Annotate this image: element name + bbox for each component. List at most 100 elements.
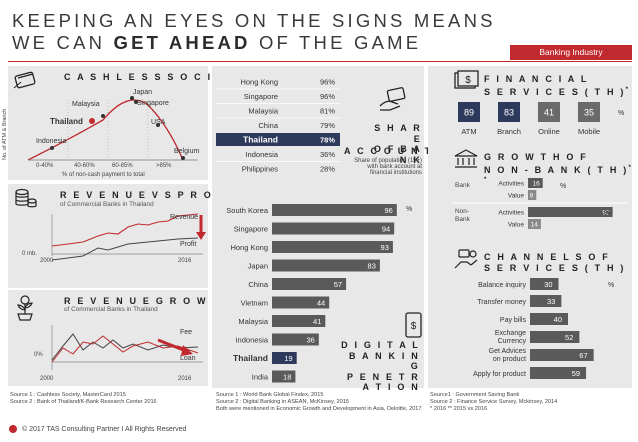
- growth-bank-label: Bank: [455, 182, 470, 189]
- digital-value: 93: [381, 243, 389, 252]
- digital-country: Japan: [248, 262, 268, 271]
- share-value: 78%: [320, 136, 335, 145]
- financial-label: ATM: [461, 127, 476, 136]
- point-malaysia: [101, 114, 105, 118]
- growth-unit-2: %: [604, 210, 611, 217]
- title-line-2: WE CAN GET AHEAD OF THE GAME: [12, 32, 421, 54]
- source-mid-1: Source 1 : World Bank Global Findex, 201…: [216, 392, 324, 398]
- channel-value: 33: [547, 297, 555, 306]
- cashless-panel: [8, 66, 208, 180]
- financial-value: 89: [464, 108, 474, 118]
- channel-bar: [530, 313, 568, 325]
- growth-value: 14: [531, 222, 539, 229]
- digital-country: South Korea: [226, 206, 269, 215]
- label-singapore: Singapore: [137, 100, 169, 107]
- financial-value: 83: [504, 108, 514, 118]
- growth-zero-label: 0%: [34, 352, 43, 358]
- point-belgium: [181, 156, 185, 160]
- channel-label: Pay bills: [500, 317, 527, 324]
- point-thailand: [89, 118, 95, 124]
- tick-3: 60-85%: [112, 163, 133, 169]
- digital-country: China: [248, 280, 268, 289]
- growth-chart: Activities 16 Value 9 Activities 92 Value 14: [452, 178, 628, 229]
- channel-bar: [530, 331, 580, 343]
- tick-2: 40-60%: [74, 163, 95, 169]
- rev-profit-title: R E V E N U E V S P R O F I T: [60, 190, 248, 200]
- channel-value: 40: [554, 315, 562, 324]
- channel-bar: [530, 278, 559, 290]
- loan-label: Loan: [180, 355, 196, 362]
- channel-bar: [530, 367, 587, 379]
- digital-value: 57: [334, 280, 342, 289]
- financial-tile: [578, 102, 600, 122]
- industry-badge: Banking Industry: [510, 45, 632, 60]
- growth-nonbank-label-2: Bank: [455, 216, 470, 223]
- rev-growth-panel: [8, 290, 208, 386]
- financial-value: 35: [584, 108, 594, 118]
- profit-label: Profit: [180, 241, 197, 248]
- digital-value: 94: [382, 225, 390, 234]
- copyright-logo: [9, 425, 17, 433]
- cashless-xlabel: % of non-cash payment to total: [62, 172, 145, 178]
- digital-country: Indonesia: [235, 336, 268, 345]
- copyright: © 2017 TAS Consulting Partner I All Righ…: [22, 426, 187, 433]
- share-country: China: [258, 121, 278, 130]
- digital-value: 44: [317, 299, 325, 308]
- digital-value: 41: [313, 317, 321, 326]
- cashless-ylabel: No. of ATM & Branch: [2, 108, 8, 160]
- growth-bar: [528, 207, 613, 217]
- financial-label: Online: [538, 127, 560, 136]
- channel-bar: [530, 349, 594, 361]
- revenue-label: Revenue: [170, 214, 199, 221]
- rev-profit-panel: [8, 184, 208, 288]
- share-value: 79%: [320, 121, 335, 130]
- svg-text:$: $: [465, 75, 471, 86]
- rev-growth-chart: [51, 325, 203, 370]
- source-mid-3: Both were mentioned in Economic Growth a…: [216, 406, 422, 412]
- source-right-1: Source1 : Government Saving Bank: [430, 392, 520, 398]
- digital-value: 83: [368, 262, 376, 271]
- plant-coin-icon: [12, 294, 38, 327]
- financial-tile: [538, 102, 560, 122]
- mobile-dollar-icon: $: [405, 312, 423, 343]
- share-country: Malaysia: [248, 107, 278, 116]
- divider: [8, 61, 632, 62]
- source-mid-2: Source 2 : Digital Banking in ASEAN, McK…: [216, 399, 349, 405]
- growth-x-end: 2016: [178, 376, 192, 382]
- digital-bar: [272, 222, 395, 235]
- channel-label: Get Advices: [489, 348, 527, 355]
- growth-unit-1: %: [560, 183, 567, 190]
- channels-unit: %: [608, 282, 615, 289]
- digital-bar: [272, 204, 397, 216]
- digital-bar: [272, 241, 393, 253]
- source-left-1: Source 1 : Cashless Society, MasterCard …: [10, 392, 126, 398]
- source-right-3: * 2016 ** 2015 vs 2016: [430, 406, 488, 412]
- share-value: 36%: [320, 150, 335, 159]
- financial-tile: [498, 102, 520, 122]
- label-japan: Japan: [133, 89, 153, 96]
- credit-card-icon: [12, 68, 38, 97]
- bank-building-icon: [453, 148, 479, 175]
- share-title-3: A C C O U N T*: [344, 146, 435, 156]
- digital-country: Malaysia: [238, 317, 268, 326]
- growth-bar: [528, 178, 543, 188]
- growth-nonbank-label-1: Non-: [455, 208, 470, 215]
- share-value: 96%: [320, 92, 335, 101]
- hand-card-icon: [378, 86, 408, 117]
- label-malaysia: Malaysia: [72, 101, 100, 108]
- share-country: Thailand: [243, 135, 278, 145]
- rev-growth-title: R E V E N U E G R O W T H: [64, 296, 234, 306]
- digital-bar: [272, 278, 347, 290]
- source-right-2: Source 2 : Finance Service Survey, Mckin…: [430, 399, 558, 405]
- dollar-note-icon: $: [453, 70, 479, 97]
- rev-zero-label: 0 mb.: [22, 251, 38, 257]
- share-country: Singapore: [244, 92, 278, 101]
- share-country: Philippines: [242, 165, 279, 174]
- financial-tiles: 89 ATM 83 Branch 41 Online 35 Mobile: [458, 102, 600, 136]
- digital-bar: [272, 352, 297, 364]
- share-value: 96%: [320, 78, 335, 87]
- digital-country: Hong Kong: [230, 243, 268, 252]
- growth-value: 92: [602, 210, 610, 217]
